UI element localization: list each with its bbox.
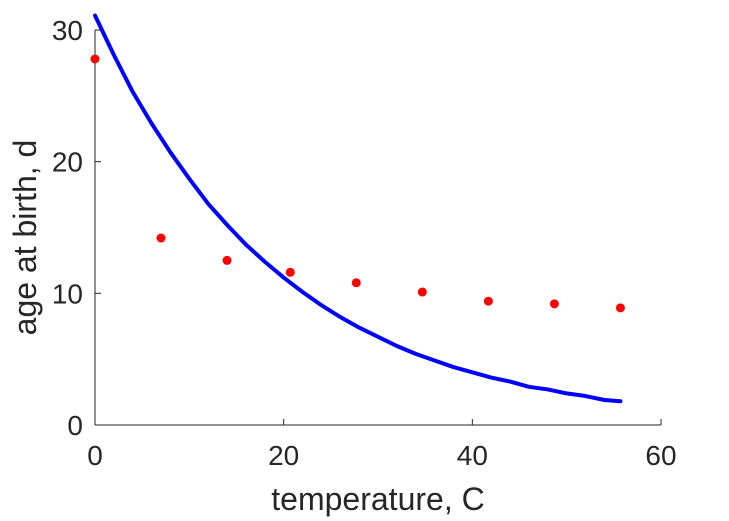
plot-area (90, 13, 625, 404)
x-tick-label: 0 (87, 440, 103, 471)
x-tick-label: 20 (268, 440, 299, 471)
axes: 0 20 40 60 0 10 20 30 (52, 15, 677, 471)
y-tick-label: 30 (52, 15, 83, 46)
x-axis-label: temperature, C (271, 481, 484, 517)
x-tick-label: 60 (645, 440, 676, 471)
series-line (93, 13, 623, 404)
data-point (222, 255, 232, 265)
y-tick-label: 0 (67, 410, 83, 441)
y-axis-label: age at birth, d (7, 140, 43, 336)
data-point (615, 303, 625, 313)
data-point (90, 54, 100, 64)
data-point (549, 299, 559, 309)
data-point (156, 233, 166, 243)
data-point (351, 278, 361, 288)
x-tick-label: 40 (457, 440, 488, 471)
data-point (285, 267, 295, 277)
y-tick-label: 10 (52, 278, 83, 309)
data-point (417, 287, 427, 297)
y-tick-label: 20 (52, 147, 83, 178)
data-point (483, 296, 493, 306)
